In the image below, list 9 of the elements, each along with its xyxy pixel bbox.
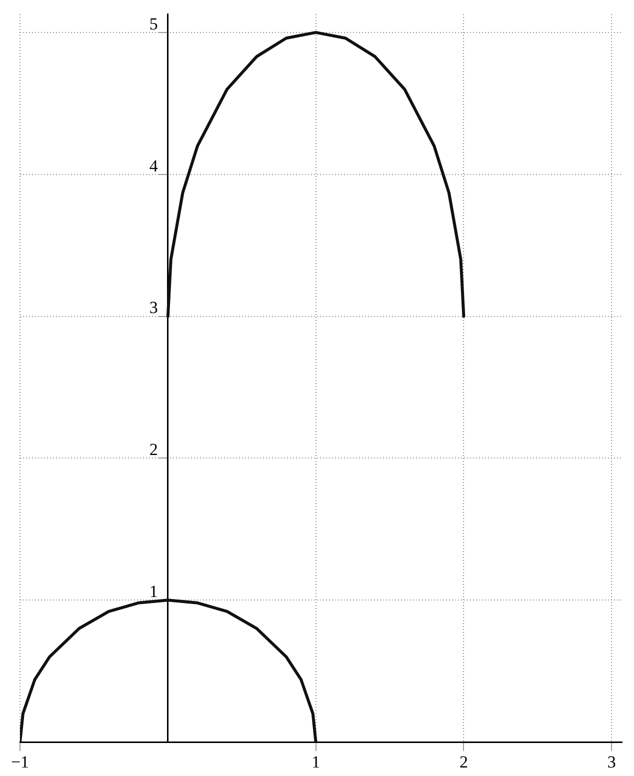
x-tick-label: 3 [607,752,616,772]
x-tick-label: −1 [10,752,30,772]
x-tick-label: 2 [459,752,468,772]
y-tick-label: 3 [149,298,158,318]
y-tick-label: 2 [149,440,158,460]
y-tick-label: 5 [149,14,158,34]
y-tick-label: 4 [149,156,158,176]
x-tick-label: 1 [312,752,320,772]
y-tick-label: 1 [149,582,158,602]
